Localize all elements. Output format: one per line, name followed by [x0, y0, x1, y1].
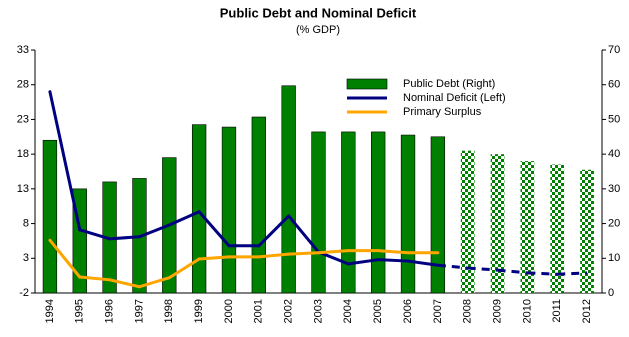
legend-label: Public Debt (Right) [403, 78, 495, 90]
line-segment [108, 235, 141, 241]
bar [400, 134, 416, 294]
bar [341, 131, 356, 294]
x-tick-label: 1997 [133, 299, 145, 323]
line-segment [317, 250, 350, 266]
line-segment [497, 268, 528, 275]
chart-subtitle: (% GDP) [296, 24, 340, 36]
bar [430, 136, 446, 294]
bar [580, 169, 594, 293]
x-tick-label: 2008 [462, 299, 474, 323]
x-tick-label: 1994 [44, 299, 56, 323]
x-tick-label: 2004 [342, 299, 354, 323]
bar [371, 131, 386, 294]
line-segment [287, 214, 320, 254]
legend-label: Primary Surplus [403, 106, 482, 118]
y-tick-label: 3 [23, 252, 29, 264]
bar [42, 139, 58, 294]
bar [191, 124, 207, 294]
line-segment [48, 238, 82, 279]
line-segment [257, 252, 291, 259]
x-tick-label: 2006 [402, 299, 414, 323]
x-tick-label: 2009 [491, 299, 503, 323]
x-tick-label: 1996 [104, 299, 116, 323]
y2-tick-label: 0 [608, 287, 614, 299]
bar [460, 150, 475, 293]
legend-swatch [346, 78, 388, 90]
legend-label: Nominal Deficit (Left) [403, 92, 506, 104]
y-tick-label: -2 [19, 287, 29, 299]
line-segment [78, 228, 112, 241]
y2-tick-label: 20 [608, 217, 620, 229]
line-segment [48, 90, 82, 232]
line-segment [167, 210, 201, 227]
line-segment [317, 249, 350, 255]
line-segment [406, 259, 440, 267]
x-tick-label: 2011 [551, 299, 563, 323]
y2-tick-label: 50 [608, 113, 620, 125]
x-tick-label: 1998 [163, 299, 175, 323]
bar [490, 154, 505, 293]
bar [520, 161, 535, 293]
y-tick-label: 23 [17, 113, 29, 125]
x-tick-label: 2000 [223, 299, 235, 323]
y2-tick-label: 10 [608, 252, 620, 264]
y-tick-label: 28 [17, 79, 29, 91]
line-segment [78, 275, 112, 282]
x-tick-label: 2001 [253, 299, 265, 323]
x-tick-label: 2002 [283, 299, 295, 323]
line-segment [167, 257, 201, 280]
line-segment [557, 271, 588, 276]
line-segment [137, 223, 171, 239]
y-tick-label: 18 [17, 148, 29, 160]
line-segment [376, 249, 410, 255]
line-segment [257, 214, 291, 248]
x-tick-label: 2005 [372, 299, 384, 323]
bar [251, 116, 266, 294]
line-segment [437, 263, 468, 270]
line-segment [137, 276, 171, 289]
x-tick-label: 1995 [74, 299, 86, 323]
line-segment [197, 210, 231, 248]
x-tick-label: 2003 [312, 299, 324, 323]
y2-tick-label: 30 [608, 183, 620, 195]
line-segment [346, 258, 380, 266]
y-tick-label: 33 [17, 44, 29, 56]
y2-tick-label: 40 [608, 148, 620, 160]
x-tick-label: 2007 [432, 299, 444, 323]
line-segment [197, 255, 231, 261]
bar [281, 85, 296, 294]
chart-title: Public Debt and Nominal Deficit [220, 5, 417, 20]
line-segment [376, 258, 410, 263]
bar [550, 164, 565, 293]
y2-tick-label: 70 [608, 44, 620, 56]
line-segment [108, 278, 141, 289]
bar [311, 131, 326, 294]
line-segment [527, 271, 558, 276]
x-tick-label: 1999 [193, 299, 205, 323]
x-tick-label: 2010 [521, 299, 533, 323]
y-tick-label: 8 [23, 217, 29, 229]
line-segment [467, 266, 498, 272]
x-tick-label: 2012 [581, 299, 593, 323]
line-segment [287, 251, 320, 256]
y-tick-label: 13 [17, 183, 29, 195]
y2-tick-label: 60 [608, 79, 620, 91]
bar [221, 126, 237, 294]
